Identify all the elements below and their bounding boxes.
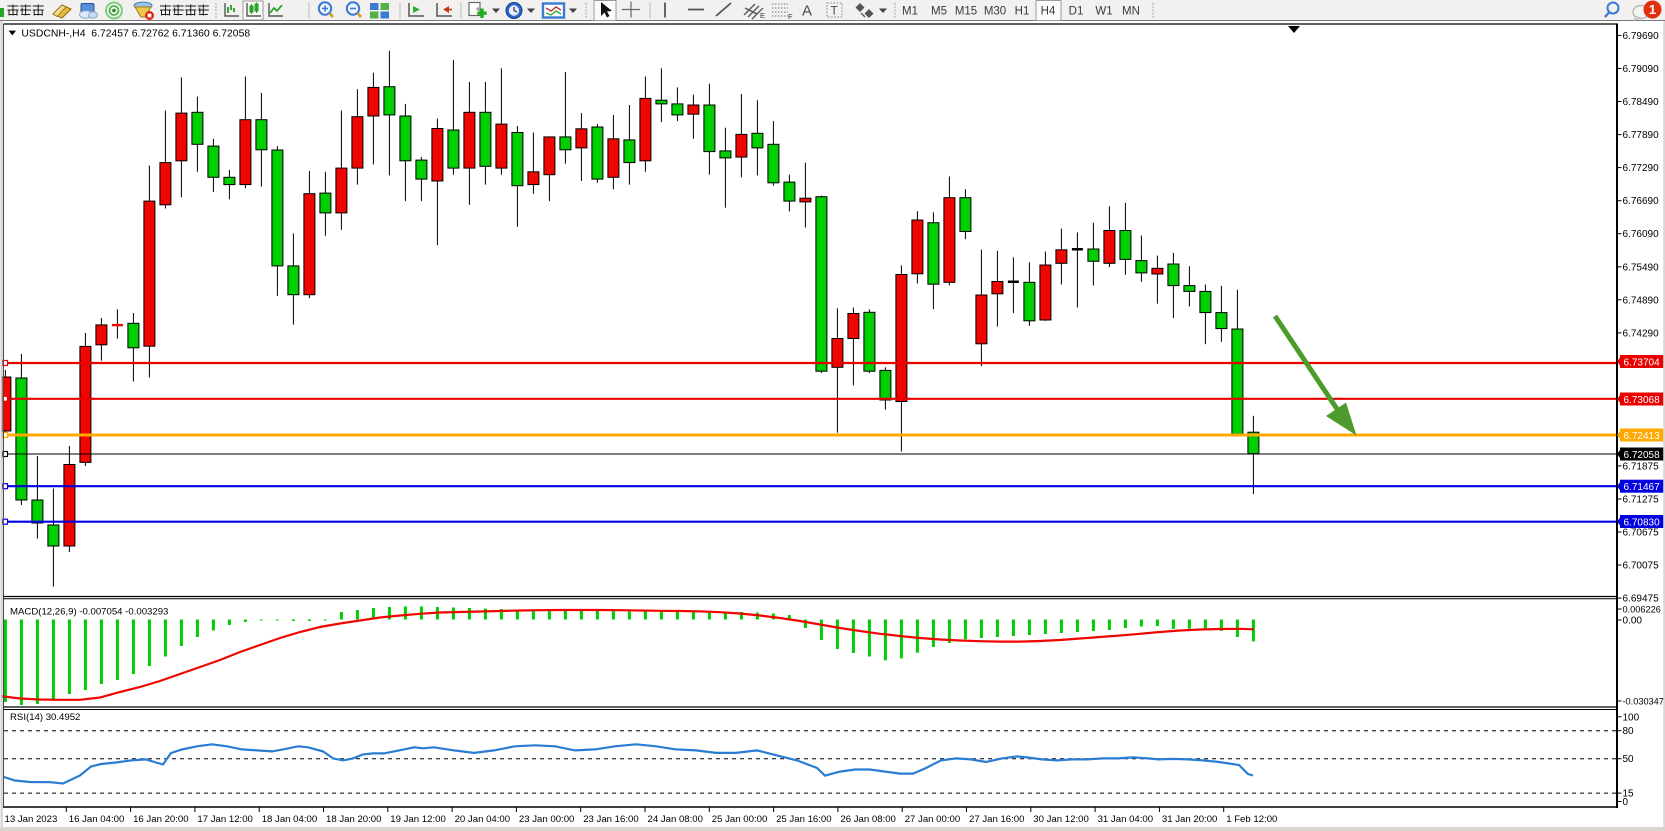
svg-text:16 Jan 04:00: 16 Jan 04:00	[69, 814, 124, 825]
svg-text:23 Jan 00:00: 23 Jan 00:00	[519, 814, 574, 825]
svg-text:16 Jan 20:00: 16 Jan 20:00	[133, 814, 188, 825]
svg-text:6.71275: 6.71275	[1623, 495, 1660, 506]
svg-text:H4: H4	[1041, 6, 1056, 18]
svg-text:MACD(12,26,9) -0.007054 -0.003: MACD(12,26,9) -0.007054 -0.003293	[10, 607, 168, 618]
svg-text:50: 50	[1623, 754, 1635, 765]
svg-text:6.71875: 6.71875	[1623, 461, 1660, 472]
svg-text:6.70675: 6.70675	[1623, 528, 1660, 539]
svg-text:H1: H1	[1015, 6, 1030, 18]
svg-text:6.77890: 6.77890	[1623, 130, 1660, 141]
svg-text:0.00: 0.00	[1623, 616, 1643, 627]
svg-text:M5: M5	[931, 6, 947, 18]
svg-text:6.76090: 6.76090	[1623, 229, 1660, 240]
svg-text:D1: D1	[1069, 6, 1084, 18]
svg-text:19 Jan 12:00: 19 Jan 12:00	[390, 814, 445, 825]
svg-text:31 Jan 04:00: 31 Jan 04:00	[1098, 814, 1153, 825]
svg-text:6.72058: 6.72058	[1624, 450, 1661, 461]
svg-text:6.79090: 6.79090	[1623, 64, 1660, 75]
svg-text:18 Jan 20:00: 18 Jan 20:00	[326, 814, 381, 825]
svg-text:6.79690: 6.79690	[1623, 31, 1660, 42]
svg-text:6.71467: 6.71467	[1624, 482, 1661, 493]
svg-text:E: E	[760, 11, 765, 20]
svg-text:6.77290: 6.77290	[1623, 163, 1660, 174]
svg-text:MN: MN	[1122, 6, 1140, 18]
svg-text:25 Jan 16:00: 25 Jan 16:00	[776, 814, 831, 825]
svg-text:100: 100	[1623, 712, 1640, 723]
svg-text:20 Jan 04:00: 20 Jan 04:00	[455, 814, 510, 825]
svg-text:A: A	[802, 3, 812, 20]
svg-text:6.74890: 6.74890	[1623, 295, 1660, 306]
svg-text:25 Jan 00:00: 25 Jan 00:00	[712, 814, 767, 825]
svg-text:1 Feb 12:00: 1 Feb 12:00	[1226, 814, 1277, 825]
svg-text:17 Jan 12:00: 17 Jan 12:00	[197, 814, 252, 825]
svg-text:6.72413: 6.72413	[1624, 431, 1661, 442]
svg-text:6.70075: 6.70075	[1623, 561, 1660, 572]
svg-text:M30: M30	[984, 6, 1006, 18]
svg-text:6.70830: 6.70830	[1624, 517, 1661, 528]
svg-text:24 Jan 08:00: 24 Jan 08:00	[648, 814, 703, 825]
svg-text:T: T	[831, 4, 839, 18]
svg-text:0: 0	[1623, 797, 1629, 808]
svg-text:6.75490: 6.75490	[1623, 262, 1660, 273]
svg-text:26 Jan 08:00: 26 Jan 08:00	[840, 814, 895, 825]
svg-text:30 Jan 12:00: 30 Jan 12:00	[1033, 814, 1088, 825]
svg-text:F: F	[788, 12, 793, 21]
svg-text:15: 15	[1623, 789, 1635, 800]
svg-text:M15: M15	[955, 6, 977, 18]
svg-text:-0.030347: -0.030347	[1623, 697, 1664, 707]
svg-text:6.78490: 6.78490	[1623, 97, 1660, 108]
svg-text:31 Jan 20:00: 31 Jan 20:00	[1162, 814, 1217, 825]
svg-text:M1: M1	[902, 6, 918, 18]
svg-text:13 Jan 2023: 13 Jan 2023	[5, 814, 58, 825]
svg-text:6.74290: 6.74290	[1623, 328, 1660, 339]
svg-text:6.73704: 6.73704	[1624, 357, 1661, 368]
svg-text:6.73068: 6.73068	[1624, 395, 1661, 406]
svg-text:6.69475: 6.69475	[1623, 594, 1660, 605]
svg-text:W1: W1	[1095, 6, 1112, 18]
svg-text:1: 1	[1649, 2, 1656, 17]
svg-text:0.006226: 0.006226	[1623, 605, 1661, 615]
svg-text:23 Jan 16:00: 23 Jan 16:00	[583, 814, 638, 825]
svg-text:6.76690: 6.76690	[1623, 196, 1660, 207]
svg-text:27 Jan 00:00: 27 Jan 00:00	[905, 814, 960, 825]
svg-text:27 Jan 16:00: 27 Jan 16:00	[969, 814, 1024, 825]
svg-text:USDCNH-,H4 6.72457 6.72762 6.: USDCNH-,H4 6.72457 6.72762 6.71360 6.720…	[21, 29, 250, 40]
svg-text:RSI(14) 30.4952: RSI(14) 30.4952	[10, 712, 80, 723]
svg-text:18 Jan 04:00: 18 Jan 04:00	[262, 814, 317, 825]
svg-text:80: 80	[1623, 726, 1635, 737]
